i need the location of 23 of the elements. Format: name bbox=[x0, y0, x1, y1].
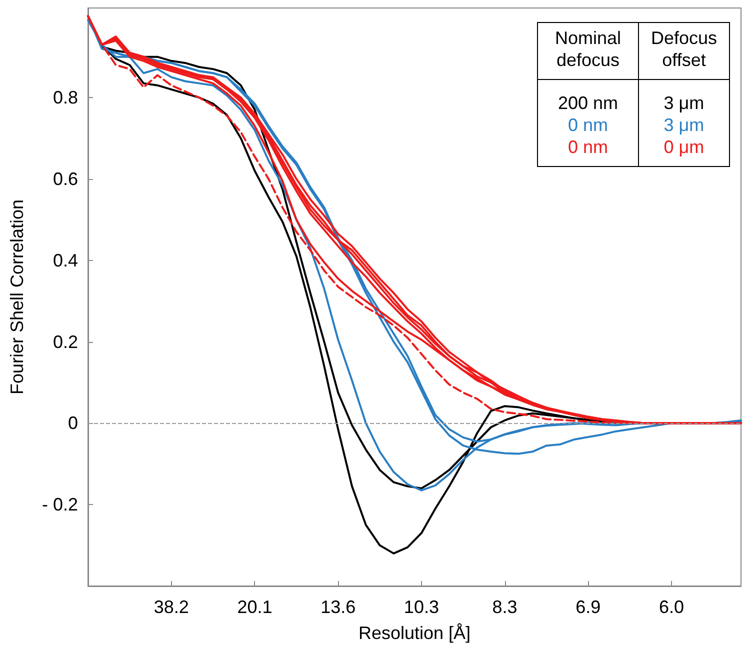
y-tick-label: 0.8 bbox=[52, 88, 78, 108]
annotation: 0 μm bbox=[638, 136, 730, 166]
x-tick-label: 6.0 bbox=[659, 597, 684, 617]
y-tick-label: 0.2 bbox=[52, 332, 78, 352]
annotation: Defocus offset bbox=[638, 22, 730, 80]
x-tick-label: 38.2 bbox=[154, 597, 189, 617]
x-tick-label: 6.9 bbox=[576, 597, 601, 617]
x-tick-label: 10.3 bbox=[404, 597, 439, 617]
x-tick-label: 8.3 bbox=[492, 597, 518, 617]
y-tick-label: 0.4 bbox=[52, 250, 78, 270]
x-axis-title: Resolution [Å] bbox=[358, 623, 471, 643]
y-axis-title: Fourier Shell Correlation bbox=[7, 199, 27, 395]
annotation: 3 μm bbox=[638, 80, 730, 114]
y-tick-label: - 0.2 bbox=[42, 494, 78, 515]
annotation: 3 μm bbox=[638, 114, 730, 136]
x-tick-label: 13.6 bbox=[320, 597, 356, 617]
annotation: Nominal defocus bbox=[538, 22, 638, 80]
y-tick-label: 0.6 bbox=[52, 168, 78, 189]
y-tick-label: 0 bbox=[68, 413, 78, 434]
annotation: 0 nm bbox=[538, 136, 638, 166]
annotation: 0 nm bbox=[538, 114, 638, 136]
annotation: 200 nm bbox=[538, 80, 638, 114]
x-tick-label: 20.1 bbox=[237, 597, 272, 617]
